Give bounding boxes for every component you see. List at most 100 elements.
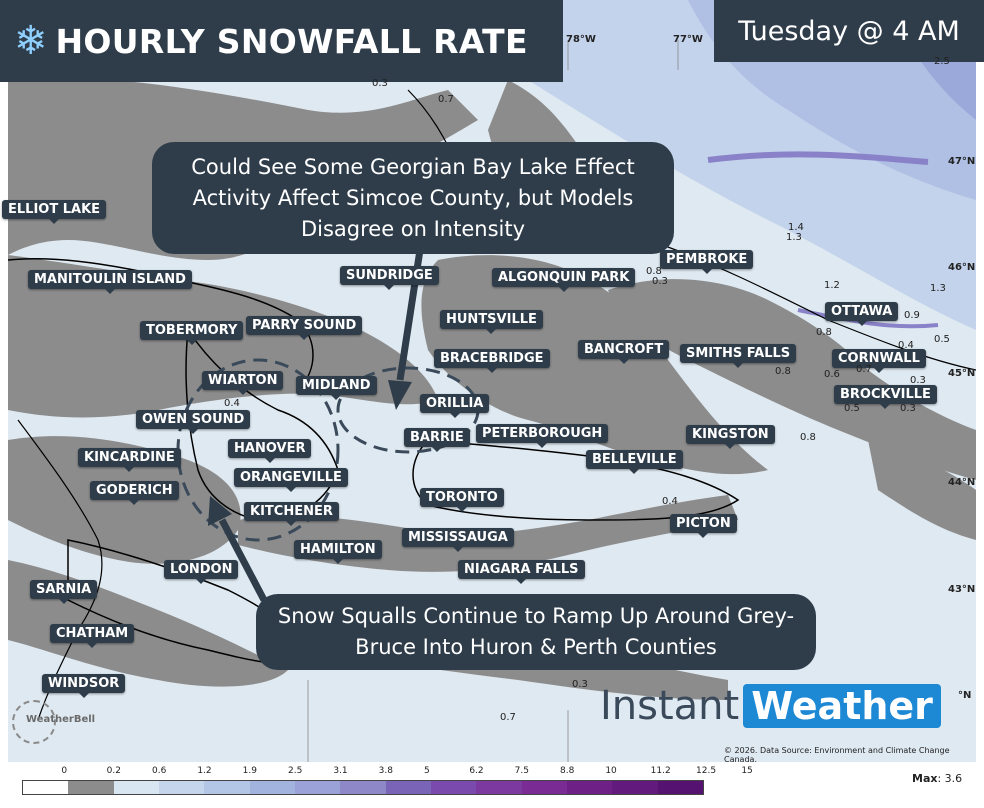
- map-value: 0.3: [572, 679, 588, 690]
- legend-tick-label: 12.5: [696, 766, 717, 776]
- legend-tick-label: 15: [741, 766, 753, 776]
- city-label-midland: MIDLAND: [296, 376, 377, 400]
- legend-swatch: [204, 781, 250, 794]
- latitude-label: °N: [958, 690, 972, 701]
- city-label-sundridge: SUNDRIDGE: [340, 266, 439, 290]
- legend-tick-label: 7.5: [514, 766, 529, 776]
- map-value: 1.2: [824, 280, 840, 291]
- city-label-orillia: ORILLIA: [420, 394, 490, 418]
- city-label-niagara: NIAGARA FALLS: [458, 560, 585, 584]
- weatherbell-logo: WeatherBell: [12, 700, 102, 744]
- city-label-algonquin: ALGONQUIN PARK: [492, 268, 636, 292]
- legend-swatch: [430, 781, 477, 794]
- city-label-windsor: WINDSOR: [42, 674, 126, 698]
- map-value: 0.7: [500, 712, 516, 723]
- map-value: 1.4: [788, 222, 804, 233]
- city-label-manitoulin: MANITOULIN ISLAND: [28, 270, 192, 294]
- city-label-wiarton: WIARTON: [202, 371, 284, 395]
- latitude-label: 45°N: [948, 368, 976, 379]
- map-value: 2.5: [934, 56, 950, 67]
- legend-tick-label: 0.6: [152, 766, 167, 776]
- city-label-bracebridge: BRACEBRIDGE: [434, 349, 550, 373]
- map-value: 0.8: [646, 266, 662, 277]
- legend-swatch: [68, 781, 114, 794]
- city-label-parry-sound: PARRY SOUND: [246, 316, 363, 340]
- map-value: 0.3: [652, 276, 668, 287]
- map-value: 0.4: [898, 340, 914, 351]
- city-label-mississauga: MISSISSAUGA: [402, 528, 514, 552]
- map-value: 1.3: [930, 283, 946, 294]
- city-label-barrie: BARRIE: [404, 428, 470, 452]
- city-label-ottawa: OTTAWA: [825, 302, 899, 326]
- latitude-label: 46°N: [948, 262, 976, 273]
- legend-swatch: [566, 781, 613, 794]
- city-label-kincardine: KINCARDINE: [78, 448, 181, 472]
- map-value: 0.4: [662, 496, 678, 507]
- map-value: 0.5: [844, 403, 860, 414]
- swirl-icon: [12, 700, 56, 744]
- city-label-bancroft: BANCROFT: [578, 340, 670, 364]
- city-label-sarnia: SARNIA: [30, 580, 98, 604]
- map-value: 0.7: [856, 364, 872, 375]
- legend-tick-label: 2.5: [288, 766, 303, 776]
- legend-swatch: [294, 781, 341, 794]
- legend-swatch: [158, 781, 205, 794]
- longitude-label: 77°W: [673, 34, 703, 45]
- legend-swatch: [385, 781, 431, 794]
- city-label-elliot-lake: ELLIOT LAKE: [2, 200, 107, 224]
- map-value: 0.9: [904, 310, 920, 321]
- latitude-label: 43°N: [948, 584, 976, 595]
- map-value: 0.3: [910, 375, 926, 386]
- city-label-hamilton: HAMILTON: [294, 540, 382, 564]
- city-label-toronto: TORONTO: [420, 488, 504, 512]
- legend-tick-label: 3.1: [333, 766, 348, 776]
- legend-tick-label: 0.2: [106, 766, 121, 776]
- map-value: 0.4: [224, 398, 240, 409]
- city-label-brockville: BROCKVILLE: [834, 385, 937, 409]
- city-label-peterborough: PETERBOROUGH: [476, 424, 609, 448]
- legend-swatch: [23, 781, 69, 794]
- legend-swatch: [612, 781, 658, 794]
- city-label-goderich: GODERICH: [90, 481, 179, 505]
- city-label-kitchener: KITCHENER: [244, 502, 339, 526]
- legend-swatch: [249, 781, 295, 794]
- city-label-orangeville: ORANGEVILLE: [234, 468, 348, 492]
- copyright-notice: © 2026. Data Source: Environment and Cli…: [724, 746, 950, 764]
- legend-tick-label: 10: [605, 766, 617, 776]
- city-label-huntsville: HUNTSVILLE: [440, 310, 543, 334]
- map-value: 0.7: [438, 94, 454, 105]
- city-label-owen-sound: OWEN SOUND: [136, 410, 251, 434]
- forecast-time: Tuesday @ 4 AM: [714, 0, 984, 62]
- instant-weather-logo: Instant Weather: [600, 682, 941, 730]
- map-value: 0.8: [816, 327, 832, 338]
- city-label-tobermory: TOBERMORY: [140, 321, 244, 345]
- city-label-chatham: CHATHAM: [50, 624, 135, 648]
- page-title: HOURLY SNOWFALL RATE: [55, 21, 528, 61]
- latitude-label: 44°N: [948, 477, 976, 488]
- latitude-label: 47°N: [948, 156, 976, 167]
- longitude-label: 78°W: [566, 34, 596, 45]
- city-label-picton: PICTON: [670, 514, 737, 538]
- callout-lake-effect: Could See Some Georgian Bay Lake Effect …: [152, 142, 674, 254]
- city-label-pembroke: PEMBROKE: [660, 250, 754, 274]
- color-scale-bar: [22, 780, 704, 795]
- map-value: 0.3: [900, 403, 916, 414]
- map-value: 0.5: [934, 334, 950, 345]
- city-label-kingston: KINGSTON: [686, 425, 775, 449]
- legend-tick-label: 6.2: [469, 766, 484, 776]
- city-label-smiths-falls: SMITHS FALLS: [680, 344, 797, 368]
- legend-tick-label: 8.8: [560, 766, 575, 776]
- title-banner: ❄ HOURLY SNOWFALL RATE: [0, 0, 563, 82]
- legend-tick-label: 1.9: [242, 766, 257, 776]
- callout-squalls: Snow Squalls Continue to Ramp Up Around …: [256, 594, 816, 670]
- legend-swatch: [113, 781, 159, 794]
- map-value: 0.8: [800, 432, 816, 443]
- map-value: 0.6: [824, 369, 840, 380]
- legend-swatch: [521, 781, 567, 794]
- city-label-belleville: BELLEVILLE: [586, 450, 683, 474]
- legend-swatch: [657, 781, 703, 794]
- city-label-london: LONDON: [164, 560, 239, 584]
- snowflake-icon: ❄: [14, 18, 48, 64]
- legend-tick-label: 5: [424, 766, 430, 776]
- legend-tick-label: 3.8: [378, 766, 393, 776]
